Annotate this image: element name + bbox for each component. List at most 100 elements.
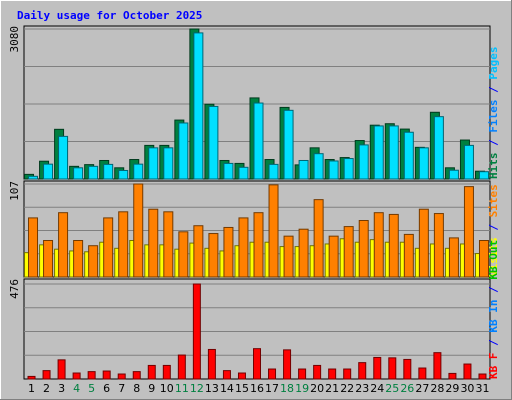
bar-sites-day-1 [28,217,39,278]
x-tick-label-day-1: 1 [28,382,35,395]
bar-files-day-16 [253,102,264,180]
x-axis-day-labels: 1 2 3 4 5 6 7 8 9 10 11 12 13 14 15 16 17 18 19 20 21 22 23 24 2… [28,382,489,395]
bar-sites-day-11 [178,231,189,278]
bar-kb-f-day-20 [313,364,322,380]
x-tick-label-day-13: 13 [205,382,219,395]
bar-sites-day-30 [463,186,474,278]
x-tick-label-day-9: 9 [148,382,155,395]
x-tick-label-day-17: 17 [265,382,279,395]
bar-kb-f-day-26 [403,358,412,380]
legend-item: / [487,133,500,153]
x-tick-label-day-28: 28 [430,382,444,395]
bar-files-day-14 [223,162,234,180]
bar-kb-f-day-24 [373,356,382,380]
bar-files-day-4 [73,167,84,180]
bar-sites-day-19 [298,228,309,278]
legend-item: Visits [487,237,500,277]
series-legend: Hits / Files / Pages [487,47,500,180]
bar-sites-day-8 [133,183,144,278]
bar-kb-f-day-9 [147,364,156,380]
bar-sites-day-20 [313,199,324,278]
legend-item: Files [487,100,500,133]
bar-sites-day-23 [358,220,369,278]
x-tick-label-day-14: 14 [220,382,234,395]
bar-sites-day-3 [58,212,69,278]
bar-sites-day-18 [283,235,294,278]
x-tick-label-day-29: 29 [445,382,459,395]
x-tick-label-day-22: 22 [340,382,354,395]
bar-files-day-28 [433,116,444,180]
legend-item: KB In [487,300,500,333]
bar-files-day-15 [238,166,249,180]
bar-files-day-10 [163,147,174,180]
bar-files-day-5 [88,165,99,180]
y-axis-max-label: 3080 [8,26,21,53]
bar-sites-day-26 [403,233,414,278]
legend-item: / [487,217,500,237]
bar-kb-f-day-2 [42,370,51,380]
x-tick-label-day-20: 20 [310,382,324,395]
bar-sites-day-4 [73,240,84,278]
x-tick-label-day-31: 31 [475,382,489,395]
bar-kb-f-day-4 [72,372,81,380]
bar-files-day-23 [358,144,369,180]
bar-sites-day-25 [388,213,399,278]
bar-sites-day-24 [373,212,384,278]
bar-sites-day-22 [343,226,354,278]
bar-sites-day-29 [448,237,459,278]
bar-sites-day-7 [118,211,129,278]
bar-sites-day-28 [433,213,444,278]
bar-files-day-31 [478,171,489,180]
bar-sites-day-15 [238,217,249,278]
x-tick-label-day-21: 21 [325,382,339,395]
bar-files-day-21 [328,160,339,180]
bar-kb-f-day-19 [298,368,307,380]
bar-sites-day-10 [163,211,174,278]
bar-kb-f-day-15 [237,372,246,380]
bar-kb-f-day-27 [418,367,427,380]
bar-kb-f-day-13 [207,348,216,380]
legend-item: / [487,280,500,300]
bar-files-day-19 [298,159,309,180]
x-tick-label-day-15: 15 [235,382,249,395]
x-tick-label-day-30: 30 [460,382,474,395]
x-tick-label-day-18: 18 [280,382,294,395]
bar-files-day-27 [418,147,429,180]
bar-kb-f-day-30 [463,363,472,380]
bar-kb-f-day-17 [268,368,277,380]
y-axis-max-label: 107 [8,181,21,201]
legend-item: / [487,80,500,100]
bar-sites-day-17 [268,184,279,278]
bar-files-day-26 [403,131,414,180]
chart-title: Daily usage for October 2025 [17,9,202,22]
x-tick-label-day-27: 27 [415,382,429,395]
bar-files-day-9 [148,147,159,180]
x-tick-label-day-11: 11 [175,382,189,395]
bar-sites-day-16 [253,212,264,278]
bar-sites-day-12 [193,225,204,278]
bar-kb-f-day-10 [162,364,171,380]
series-kb-f [27,283,487,380]
x-tick-label-day-2: 2 [43,382,50,395]
x-tick-label-day-23: 23 [355,382,369,395]
bar-kb-f-day-14 [222,370,231,380]
bar-files-day-12 [193,32,204,180]
y-axis-max-label: 476 [8,279,21,299]
bar-files-day-18 [283,109,294,180]
bar-files-day-3 [58,135,69,180]
bar-sites-day-27 [418,208,429,278]
bar-kb-f-day-21 [328,368,337,380]
bar-sites-day-9 [148,208,159,278]
bar-files-day-7 [118,169,129,180]
bar-files-day-17 [268,163,279,180]
bar-kb-f-day-11 [177,354,186,380]
bar-kb-f-day-12 [192,283,201,380]
panel-sites-visits: 107 Visits / Sites [8,180,500,278]
x-tick-label-day-4: 4 [73,382,80,395]
bar-sites-day-21 [328,235,339,278]
x-tick-label-day-8: 8 [133,382,140,395]
bar-files-day-1 [28,175,39,180]
x-tick-label-day-10: 10 [160,382,174,395]
bar-files-day-11 [178,122,189,180]
bar-kb-f-day-5 [87,371,96,380]
